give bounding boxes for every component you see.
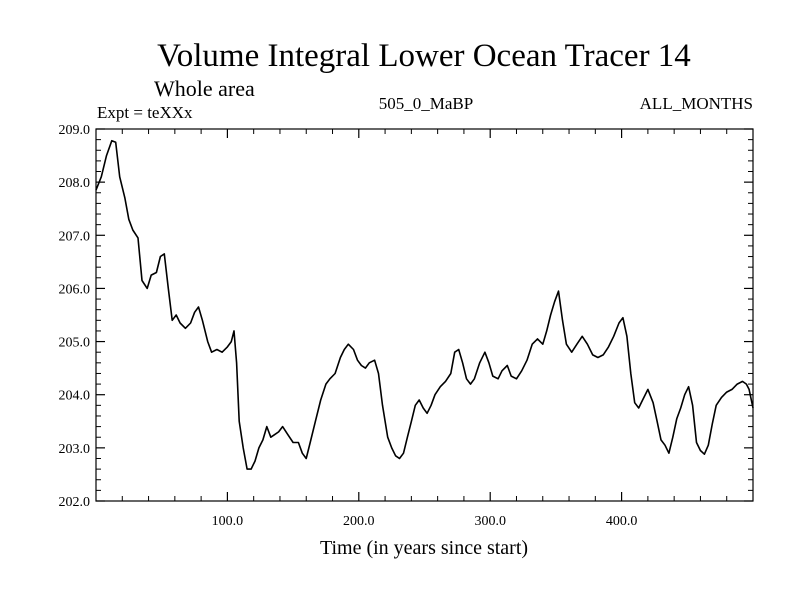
- y-tick-label: 205.0: [59, 336, 91, 351]
- x-tick-label: 400.0: [606, 514, 638, 529]
- y-tick-label: 202.0: [59, 495, 91, 510]
- series-line: [95, 139, 754, 470]
- x-axis-ticks: 100.0 200.0 300.0 400.0: [121, 129, 728, 529]
- y-tick-label: 206.0: [59, 282, 91, 297]
- y-tick-label: 207.0: [59, 229, 91, 244]
- x-tick-label: 200.0: [343, 514, 375, 529]
- chart-subtitle: Whole area: [154, 76, 255, 101]
- x-axis-label: Time (in years since start): [320, 537, 528, 559]
- months-label: ALL_MONTHS: [640, 94, 753, 113]
- x-tick-label: 100.0: [212, 514, 244, 529]
- y-axis-ticks: 202.0 203.0 204.0 205.0 206.0 207.0 208.0 209.0: [59, 123, 753, 510]
- x-tick-label: 300.0: [474, 514, 506, 529]
- y-tick-label: 204.0: [59, 389, 91, 404]
- period-label: 505_0_MaBP: [379, 94, 473, 113]
- chart-title: Volume Integral Lower Ocean Tracer 14: [157, 38, 691, 74]
- plot-frame: [95, 128, 754, 502]
- experiment-label: Expt = teXXx: [97, 103, 193, 122]
- y-tick-label: 208.0: [59, 176, 91, 191]
- y-tick-label: 209.0: [59, 123, 91, 138]
- y-tick-label: 203.0: [59, 442, 91, 457]
